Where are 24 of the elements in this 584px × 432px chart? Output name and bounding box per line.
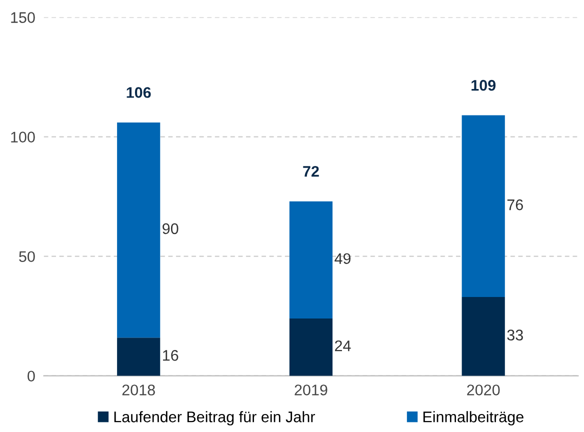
data-label: 49 xyxy=(334,253,351,264)
data-label: 16 xyxy=(163,350,178,361)
data-label: 24 xyxy=(335,340,351,352)
bar xyxy=(289,318,333,376)
y-tick-label: 50 xyxy=(19,251,35,262)
total-label: 106 xyxy=(126,87,151,98)
x-tick-label: 2020 xyxy=(467,384,500,396)
bar xyxy=(117,122,160,338)
data-label: 33 xyxy=(507,330,523,340)
bar xyxy=(289,201,333,318)
x-tick-label: 2019 xyxy=(294,384,328,396)
y-tick-label: 100 xyxy=(11,132,35,142)
legend-label: Einmalbeiträge xyxy=(423,411,524,426)
bar xyxy=(117,338,160,376)
data-label: 90 xyxy=(162,223,178,234)
legend-label: Laufender Beitrag für ein Jahr xyxy=(114,411,316,426)
total-label: 72 xyxy=(303,166,319,177)
total-label: 109 xyxy=(472,80,496,91)
data-label: 76 xyxy=(507,199,523,210)
y-tick-label: 150 xyxy=(11,12,35,23)
x-tick-label: 2018 xyxy=(122,384,155,396)
y-tick-label: 0 xyxy=(28,370,35,382)
bar xyxy=(462,115,505,297)
bar xyxy=(462,296,505,376)
